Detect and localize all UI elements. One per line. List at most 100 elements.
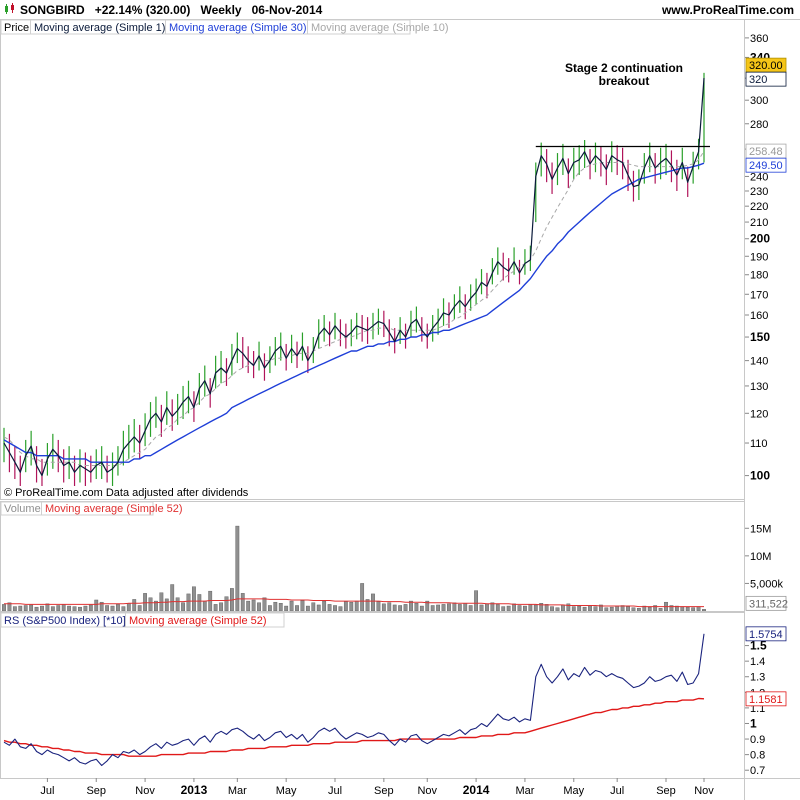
legend-ma30[interactable]: Moving average (Simple 30) [169, 22, 307, 34]
volume-bar [669, 605, 674, 611]
rs-last-badge: 1.5754 [749, 629, 783, 641]
volume-bar [246, 600, 251, 611]
volume-bar [620, 605, 625, 611]
price-tick-label: 120 [750, 408, 768, 420]
volume-bar [360, 583, 365, 611]
volume-bar [392, 604, 397, 611]
volume-bar [235, 525, 240, 611]
volume-bar [197, 594, 202, 611]
volume-bar [539, 603, 544, 611]
time-tick-label: 2013 [181, 783, 208, 797]
volume-bar [604, 607, 609, 611]
volume-bar [164, 598, 169, 611]
rs-ma-last-badge: 1.1581 [749, 694, 783, 706]
volume-bar [333, 605, 337, 611]
price-tick-label: 130 [750, 381, 768, 393]
volume-bar [495, 604, 500, 611]
volume-bar [40, 605, 44, 611]
volume-bar [414, 603, 419, 611]
volume-bar [257, 602, 261, 611]
volume-bar [528, 604, 533, 611]
volume-bar [18, 605, 23, 611]
price-tick-label: 180 [750, 270, 768, 282]
rs-tick-label: 0.9 [750, 734, 765, 746]
volume-bar [116, 604, 120, 611]
volume-bar [192, 586, 196, 611]
volume-bar [447, 603, 451, 611]
rs-panel [0, 612, 745, 779]
volume-bar [186, 593, 191, 611]
candlestick-logo-icon [5, 3, 14, 14]
volume-bar [696, 606, 701, 611]
rs-ma-last-badge-bg [745, 691, 787, 707]
price-tick-label: 100 [750, 469, 770, 483]
price-tick-label: 210 [750, 217, 768, 229]
rs-last-badge-bg [745, 626, 787, 642]
volume-last-badge: 311,522 [749, 598, 788, 610]
time-tick-label: Nov [135, 785, 155, 797]
legend-vol-ma52[interactable]: Moving average (Simple 52) [45, 503, 183, 515]
symbol: SONGBIRD [20, 3, 85, 17]
time-tick-label: Sep [86, 785, 106, 797]
legend-ma10[interactable]: Moving average (Simple 10) [311, 22, 449, 34]
legend-rs-ma52[interactable]: Moving average (Simple 52) [129, 615, 267, 627]
legend-ma1[interactable]: Moving average (Simple 1) [34, 22, 165, 34]
volume-bar [544, 604, 549, 611]
volume-bar [29, 604, 34, 611]
time-tick-label: May [563, 785, 584, 797]
volume-bar [457, 604, 462, 611]
time-tick-label: 2014 [463, 783, 490, 797]
time-tick-label: Nov [694, 785, 714, 797]
volume-bar [631, 607, 636, 611]
volume-bar [566, 603, 571, 611]
ma10-line [3, 150, 705, 466]
volume-bar [403, 604, 408, 611]
rs-tick-label: 1.4 [750, 656, 765, 668]
change: +22.14% (320.00) [94, 3, 191, 17]
volume-bar [490, 602, 495, 611]
volume-bar [61, 604, 66, 611]
volume-bar [284, 605, 289, 611]
volume-bar [365, 599, 370, 611]
rs-tick-label: 0.7 [750, 765, 765, 777]
volume-bar [83, 605, 88, 611]
volume-bar [425, 600, 430, 611]
volume-bar [702, 609, 706, 611]
volume-bar [289, 600, 294, 611]
price-tick-label: 140 [750, 356, 768, 368]
volume-bar [501, 606, 506, 611]
volume-bar [240, 593, 245, 611]
annotation-breakout-line2: breakout [599, 74, 650, 88]
volume-bar [636, 608, 641, 611]
site-url[interactable]: www.ProRealTime.com [661, 3, 794, 17]
volume-bar [175, 597, 180, 611]
price-tick-label: 280 [750, 119, 768, 131]
volume-bar [441, 604, 446, 611]
rs-lines [3, 633, 705, 767]
volume-bar [181, 602, 185, 611]
volume-bar [126, 603, 131, 611]
volume-bar [626, 606, 630, 611]
volume-bar [571, 606, 576, 611]
ma30-line [3, 162, 705, 463]
chart-title: SONGBIRD +22.14% (320.00) Weekly 06-Nov-… [20, 3, 322, 17]
price-last-badge: 320.00 [749, 60, 783, 72]
volume-bar [647, 606, 652, 611]
price-tick-label: 190 [750, 251, 768, 263]
ma30-last-badge-bg [745, 157, 787, 173]
ma1-last-badge-bg [745, 71, 787, 87]
volume-bar [67, 605, 72, 611]
volume-bar [506, 605, 511, 611]
volume-bar [105, 605, 110, 611]
volume-bar [674, 605, 679, 611]
volume-bar [34, 606, 39, 611]
time-tick-label: Jul [40, 785, 54, 797]
volume-bar [251, 599, 256, 611]
price-axis: 100 110 120 130 140 150 160 170 180 190 200 210 220 2… [745, 33, 770, 483]
value-badges: 320.00 320 258.48 249.50 311,522 1.5754 1.1581 [745, 57, 788, 707]
volume-bar [213, 604, 218, 611]
volume-axis: 5,000k 10M 15M [745, 523, 784, 590]
price-tick-label: 150 [750, 330, 770, 344]
time-tick-label: Mar [515, 785, 534, 797]
legend-volume: Volume [4, 503, 41, 515]
